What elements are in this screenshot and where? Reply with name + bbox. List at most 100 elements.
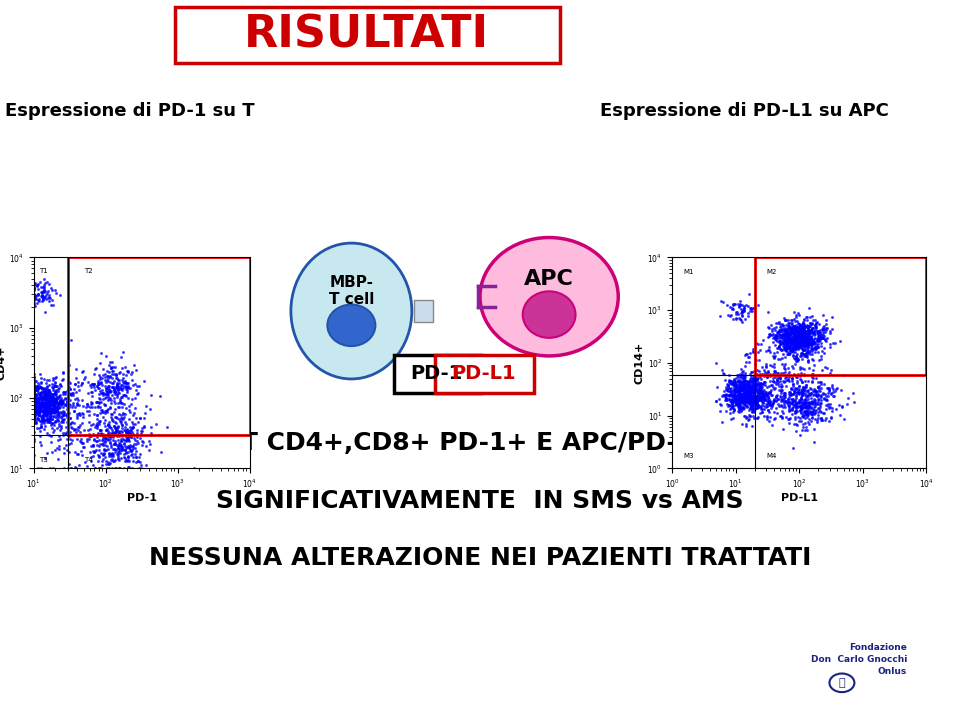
Point xyxy=(777,393,792,404)
Point xyxy=(735,371,751,383)
Point xyxy=(756,396,771,408)
Point xyxy=(152,390,167,401)
Point xyxy=(784,333,800,345)
Point xyxy=(797,350,812,362)
Point xyxy=(83,379,98,390)
Point xyxy=(734,373,750,384)
Point xyxy=(729,394,744,405)
Point xyxy=(770,342,785,354)
Point xyxy=(746,385,761,397)
Point xyxy=(743,385,758,396)
Point xyxy=(759,400,775,411)
Point xyxy=(774,391,789,403)
Point xyxy=(60,395,75,407)
Point xyxy=(118,430,133,441)
Point xyxy=(785,388,801,400)
Point xyxy=(727,373,742,385)
Point xyxy=(738,393,754,404)
Point xyxy=(84,398,99,410)
Point xyxy=(89,409,105,420)
Point xyxy=(738,391,754,403)
Point xyxy=(794,328,809,340)
Point xyxy=(758,360,774,371)
Point xyxy=(52,398,67,409)
Point xyxy=(132,380,147,392)
Point xyxy=(795,322,810,334)
Point xyxy=(804,377,820,388)
Point xyxy=(86,434,102,445)
Point xyxy=(159,422,175,433)
Point xyxy=(36,388,52,400)
Point xyxy=(813,330,828,341)
Point xyxy=(800,337,815,349)
Point xyxy=(770,335,785,347)
Point xyxy=(816,327,831,338)
Point xyxy=(797,332,812,343)
Point xyxy=(804,340,820,351)
Point xyxy=(752,400,767,412)
Point xyxy=(804,387,819,398)
Point xyxy=(746,398,761,410)
Point xyxy=(26,395,41,406)
Point xyxy=(29,375,44,387)
Point xyxy=(790,330,805,341)
Point xyxy=(802,337,817,349)
Point xyxy=(59,412,74,423)
Point xyxy=(92,393,108,405)
Point xyxy=(795,322,810,333)
Point xyxy=(781,332,797,344)
Point xyxy=(113,415,129,427)
Point xyxy=(124,393,139,405)
Point xyxy=(770,328,785,340)
Point xyxy=(798,340,813,351)
Point xyxy=(776,340,791,352)
Point xyxy=(46,400,61,411)
Point xyxy=(97,448,112,459)
Point xyxy=(787,337,803,348)
Point xyxy=(142,445,157,456)
Point xyxy=(797,393,812,404)
Point xyxy=(39,395,55,406)
Point xyxy=(48,406,63,418)
Point xyxy=(795,334,810,345)
Point xyxy=(35,410,50,422)
Point xyxy=(93,388,108,399)
Point xyxy=(790,340,805,351)
Point xyxy=(104,409,119,420)
Point xyxy=(792,350,807,362)
Point xyxy=(107,455,122,467)
Point xyxy=(772,325,787,337)
Point xyxy=(51,409,66,420)
Point xyxy=(26,368,41,380)
Point xyxy=(781,396,797,408)
Point xyxy=(734,390,750,402)
Point xyxy=(100,381,115,393)
Point xyxy=(796,384,811,395)
Point xyxy=(42,405,58,416)
Point xyxy=(112,395,128,407)
Point xyxy=(41,388,57,399)
Point xyxy=(791,400,806,412)
Point xyxy=(728,389,743,400)
Point xyxy=(71,407,86,418)
Point xyxy=(802,325,817,336)
Point xyxy=(802,338,817,350)
Point xyxy=(108,454,123,465)
Point xyxy=(783,335,799,347)
Point xyxy=(807,319,823,330)
Point xyxy=(37,410,53,422)
Point xyxy=(782,347,798,359)
Point xyxy=(117,361,132,373)
Point xyxy=(805,335,821,347)
Point xyxy=(790,307,805,319)
Point xyxy=(737,374,753,385)
Point xyxy=(743,370,758,382)
Y-axis label: CD4+: CD4+ xyxy=(0,345,7,380)
Point xyxy=(818,318,833,330)
Point xyxy=(761,415,777,427)
Point xyxy=(794,335,809,346)
Point xyxy=(775,330,790,341)
Point xyxy=(26,411,41,423)
Point xyxy=(724,377,739,388)
Point xyxy=(750,400,765,411)
